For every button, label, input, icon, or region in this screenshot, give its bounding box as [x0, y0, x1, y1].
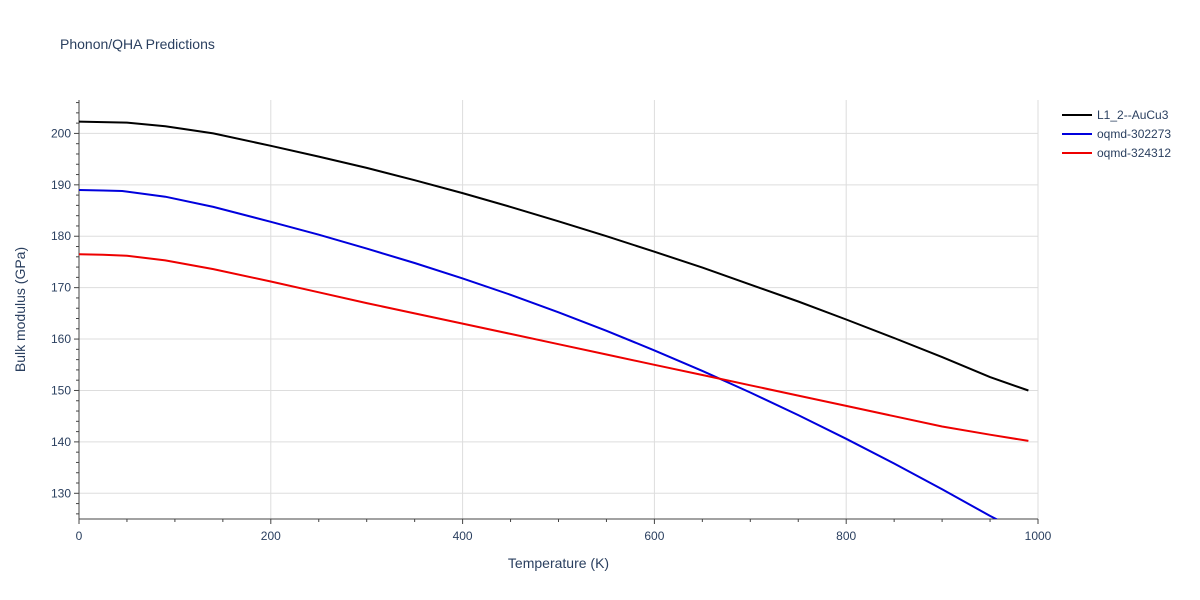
y-tick-label-190: 190 [51, 178, 71, 192]
y-tick-label-140: 140 [51, 435, 71, 449]
y-axis-title: Bulk modulus (GPa) [12, 247, 28, 372]
y-tick-label-150: 150 [51, 383, 71, 397]
legend-label: oqmd-324312 [1097, 146, 1171, 160]
grid-lines [79, 100, 1039, 519]
legend-label: oqmd-302273 [1097, 127, 1171, 141]
x-axis-title: Temperature (K) [508, 555, 609, 571]
y-tick-label-160: 160 [51, 332, 71, 346]
legend[interactable]: L1_2--AuCu3 oqmd-302273 oqmd-324312 [1062, 108, 1171, 160]
legend-item-l1-2-aucu3[interactable]: L1_2--AuCu3 [1062, 108, 1169, 122]
x-tick-label-800: 800 [836, 529, 856, 543]
chart-title: Phonon/QHA Predictions [60, 36, 215, 52]
y-tick-label-180: 180 [51, 229, 71, 243]
x-tick-label-400: 400 [453, 529, 473, 543]
y-tick-label-130: 130 [51, 486, 71, 500]
x-tick-label-200: 200 [261, 529, 281, 543]
y-tick-label-170: 170 [51, 281, 71, 295]
series-line-oqmd-302273 [79, 189, 999, 519]
series-line-l1-2-aucu3 [79, 120, 1029, 392]
x-tick-label-1000: 1000 [1025, 529, 1052, 543]
series-lines [79, 120, 1029, 519]
axes [78, 100, 1038, 520]
y-tick-label-200: 200 [51, 126, 71, 140]
y-tick-labels: 130 140 150 160 170 180 190 200 [51, 126, 71, 500]
legend-item-oqmd-302273[interactable]: oqmd-302273 [1062, 127, 1171, 141]
legend-label: L1_2--AuCu3 [1097, 108, 1169, 122]
series-line-oqmd-324312 [79, 253, 1029, 442]
x-tick-label-600: 600 [644, 529, 664, 543]
legend-item-oqmd-324312[interactable]: oqmd-324312 [1062, 146, 1171, 160]
x-tick-labels: 0 200 400 600 800 1000 [76, 529, 1052, 543]
x-tick-label-0: 0 [76, 529, 83, 543]
minor-ticks [74, 102, 1039, 524]
